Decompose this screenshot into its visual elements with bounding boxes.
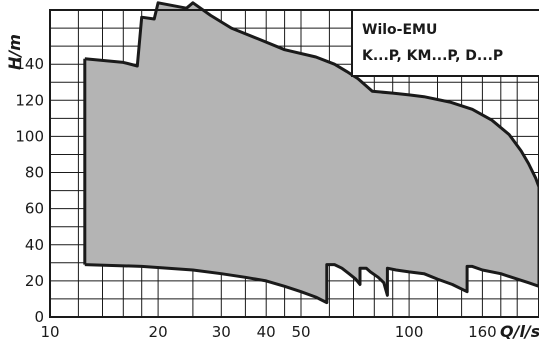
- y-tick-label: 80: [25, 164, 44, 182]
- x-tick-label: 30: [212, 323, 231, 341]
- plot-frame: [49, 9, 539, 318]
- legend-background: [351, 9, 539, 77]
- y-tick-label: 100: [15, 127, 44, 145]
- lower-boundary-line: [84, 263, 539, 305]
- y-tick-label: 20: [25, 272, 44, 290]
- x-axis-ticks: 10 20 30 40 50 100 160: [40, 323, 496, 341]
- x-tick-label: 20: [149, 323, 168, 341]
- y-axis-ticks: 0 20 40 60 80 100 120 140: [15, 55, 44, 326]
- y-tick-label: 0: [34, 308, 44, 326]
- upper-boundary-line: [84, 1, 539, 188]
- chart-title: Wilo-EMU: [362, 22, 437, 38]
- x-tick-label: 160: [468, 323, 497, 341]
- legend-box: Wilo-EMU K...P, KM...P, D...P: [351, 9, 539, 77]
- boundary-lines: [83, 1, 539, 305]
- y-tick-label: 140: [15, 55, 44, 73]
- y-tick-label: 120: [15, 91, 44, 109]
- operating-range-area: [84, 2, 539, 303]
- y-tick-label: 40: [25, 236, 44, 254]
- x-tick-label: 40: [257, 323, 276, 341]
- x-axis-title: Q/l/s: [500, 322, 539, 341]
- x-tick-label: 10: [40, 323, 59, 341]
- y-axis-title: H/m: [5, 34, 24, 70]
- x-tick-label: 100: [395, 323, 424, 341]
- chart-subtitle: K...P, KM...P, D...P: [362, 48, 503, 64]
- x-tick-label: 50: [291, 323, 310, 341]
- y-tick-label: 60: [25, 200, 44, 218]
